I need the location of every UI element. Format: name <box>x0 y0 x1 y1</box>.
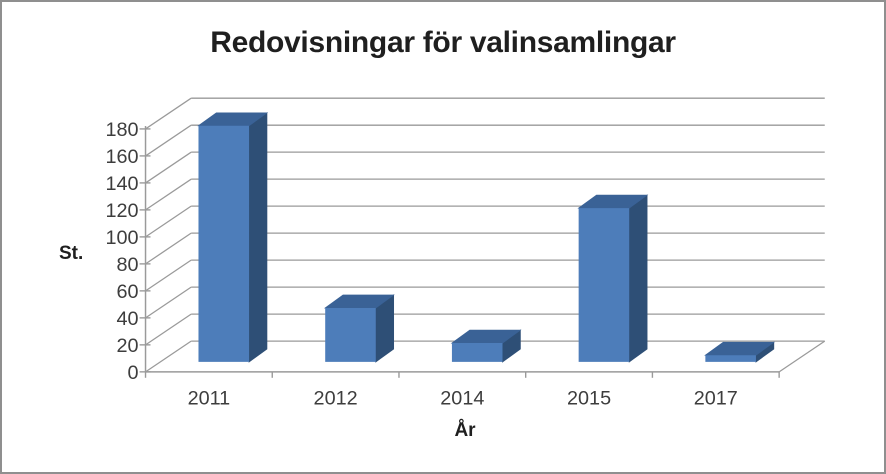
bar-front-face <box>705 355 756 362</box>
y-axis-tick-label: 160 <box>105 146 138 168</box>
y-axis-tick-label: 180 <box>105 119 138 141</box>
bar-side-face <box>628 194 648 363</box>
y-axis-tick-label: 60 <box>117 281 139 303</box>
wall-gridline <box>145 178 192 211</box>
y-axis-tick-label: 20 <box>117 335 139 357</box>
wall-gridline <box>145 286 192 319</box>
chart-title: Redovisningar för valinsamlingar <box>210 26 676 59</box>
wall-gridline <box>145 259 192 292</box>
x-axis-category-label: 2015 <box>567 388 611 410</box>
bar-2014 <box>450 329 522 363</box>
wall-gridline <box>145 124 192 157</box>
wall-gridline <box>145 313 192 346</box>
y-axis-tick-label: 80 <box>117 254 139 276</box>
wall-gridline <box>145 205 192 238</box>
bar-front-face <box>451 343 503 362</box>
x-axis-title: År <box>454 420 476 441</box>
floor-right-edge <box>778 340 826 373</box>
bar-2015 <box>577 194 649 363</box>
wall-gridline <box>145 232 192 265</box>
x-axis-category-label: 2011 <box>188 388 231 410</box>
y-axis-tick-label: 40 <box>117 308 139 330</box>
x-axis-category-label: 2014 <box>440 388 484 410</box>
bar-side-face <box>248 112 268 363</box>
wall-gridline <box>145 151 192 184</box>
y-axis-tick-label: 100 <box>105 227 138 249</box>
x-axis-category-label: 2012 <box>314 388 358 410</box>
bar-front-face <box>578 208 630 362</box>
y-axis-tick-label: 140 <box>105 173 138 195</box>
y-axis-tick-label: 120 <box>105 200 138 222</box>
bar-front-face <box>325 307 376 362</box>
bar-2017 <box>704 341 776 363</box>
wall-gridline <box>145 340 192 373</box>
bar-2012 <box>323 294 395 363</box>
bar-front-face <box>198 125 250 362</box>
y-axis-tick-label: 0 <box>128 362 139 384</box>
y-axis-title: St. <box>59 243 84 264</box>
bar-2011 <box>197 112 269 363</box>
x-axis-category-label: 2017 <box>694 388 738 410</box>
wall-gridline <box>145 97 192 130</box>
